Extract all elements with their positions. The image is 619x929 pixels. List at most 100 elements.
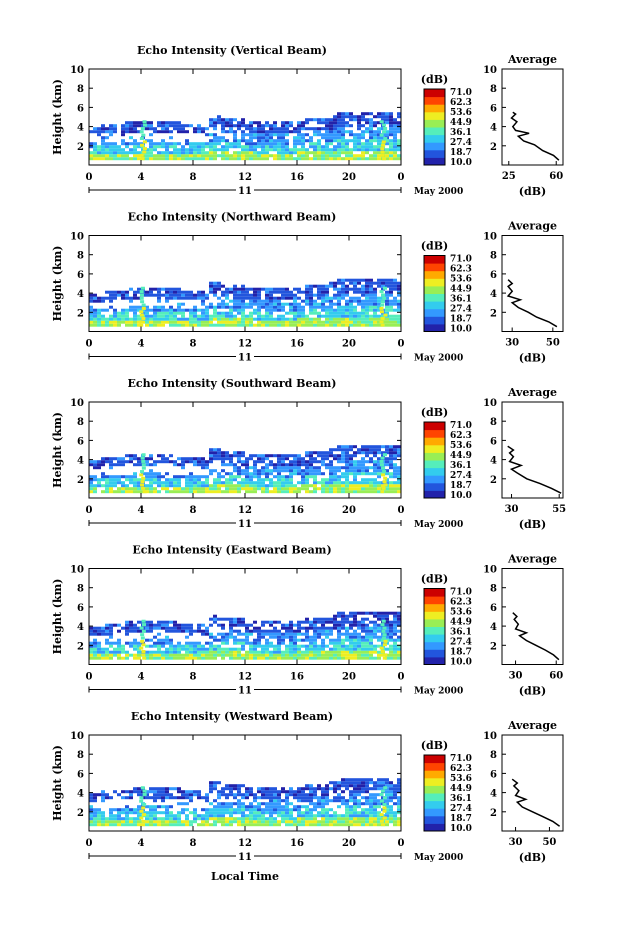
heatmap-cell	[233, 478, 237, 482]
heatmap-cell	[329, 808, 333, 812]
heatmap-cell	[349, 454, 353, 458]
heatmap-cell	[361, 790, 365, 794]
heatmap-cell	[385, 611, 389, 615]
heatmap-cell	[233, 638, 237, 642]
heatmap-cell	[193, 650, 197, 654]
heatmap-cell	[265, 151, 269, 155]
heatmap-cell	[309, 118, 313, 122]
heatmap-cell	[109, 811, 113, 815]
heatmap-cell	[129, 130, 133, 134]
heatmap-cell	[189, 317, 193, 321]
heatmap-cell	[281, 290, 285, 294]
heatmap-cell	[225, 320, 229, 324]
colorbar-swatch	[424, 611, 445, 620]
heatmap-cell	[321, 617, 325, 621]
heatmap-cell	[309, 817, 313, 821]
heatmap-cell	[333, 799, 337, 803]
heatmap-cell	[313, 451, 317, 455]
x-tick-label: 12	[238, 339, 252, 350]
heatmap-cell	[329, 814, 333, 818]
heatmap-cell	[313, 320, 317, 324]
heatmap-cell	[373, 311, 377, 315]
heatmap-cell	[373, 620, 377, 624]
heatmap-cell	[165, 635, 169, 639]
heatmap-cell	[153, 641, 157, 645]
heatmap-cell	[233, 139, 237, 143]
heatmap-cell	[341, 817, 345, 821]
heatmap-cell	[281, 641, 285, 645]
heatmap-cell	[145, 805, 149, 809]
heatmap-cell	[377, 323, 381, 327]
heatmap-cell	[353, 647, 357, 651]
heatmap-cell	[257, 308, 261, 312]
heatmap-cell	[345, 811, 349, 815]
heatmap-cell	[137, 811, 141, 815]
heatmap-cell	[185, 817, 189, 821]
heatmap-cell	[341, 305, 345, 309]
heatmap-cell	[129, 641, 133, 645]
heatmap-cell	[397, 823, 401, 827]
average-y-tick-label: 8	[490, 84, 497, 95]
heatmap-cell	[269, 823, 273, 827]
heatmap-cell	[353, 142, 357, 146]
heatmap-cell	[393, 490, 397, 494]
heatmap-cell	[369, 281, 373, 285]
heatmap-cell	[369, 448, 373, 452]
heatmap-cell	[109, 487, 113, 491]
heatmap-cell	[137, 130, 141, 134]
heatmap-cell	[93, 490, 97, 494]
heatmap-cell	[241, 323, 245, 327]
heatmap-cell	[229, 290, 233, 294]
heatmap-cell	[209, 644, 213, 648]
heatmap-cell	[397, 112, 401, 116]
heatmap-cell	[365, 118, 369, 122]
heatmap-cell	[253, 151, 257, 155]
heatmap-cell	[349, 487, 353, 491]
day-label: 11	[238, 353, 252, 364]
heatmap-cell	[345, 778, 349, 782]
heatmap-cell	[393, 281, 397, 285]
heatmap-cell	[317, 317, 321, 321]
heatmap-cell	[273, 287, 277, 291]
heatmap-cell	[225, 808, 229, 812]
heatmap-cell	[385, 626, 389, 630]
heatmap-cell	[173, 142, 177, 146]
heatmap-cell	[181, 629, 185, 633]
heatmap-cell	[383, 639, 388, 643]
heatmap-cell	[117, 641, 121, 645]
heatmap-cell	[221, 305, 225, 309]
heatmap-cell	[153, 311, 157, 315]
heatmap-cell	[385, 311, 389, 315]
heatmap-cell	[245, 463, 249, 467]
heatmap-cell	[305, 811, 309, 815]
heatmap-cell	[125, 641, 129, 645]
heatmap-cell	[181, 820, 185, 824]
heatmap-cell	[89, 320, 93, 324]
heatmap-cell	[249, 151, 253, 155]
heatmap-cell	[165, 290, 169, 294]
heatmap-cell	[357, 787, 361, 791]
heatmap-cell	[261, 644, 265, 648]
heatmap-cell	[345, 823, 349, 827]
heatmap-cell	[289, 490, 293, 494]
heatmap-cell	[333, 148, 337, 152]
heatmap-cell	[301, 124, 305, 128]
heatmap-cell	[185, 139, 189, 143]
heatmap-cell	[193, 653, 197, 657]
heatmap-cell	[125, 490, 129, 494]
heatmap-cell	[393, 638, 397, 642]
heatmap-cell	[397, 454, 401, 458]
heatmap-cell	[153, 817, 157, 821]
heatmap-cell	[109, 290, 113, 294]
heatmap-cell	[181, 157, 185, 161]
heatmap-cell	[297, 457, 301, 461]
heatmap-cell	[165, 293, 169, 297]
heatmap-cell	[265, 638, 269, 642]
heatmap-cell	[373, 115, 377, 119]
heatmap-cell	[217, 320, 221, 324]
heatmap-cell	[237, 151, 241, 155]
heatmap-cell	[105, 475, 109, 479]
heatmap-cell	[305, 287, 309, 291]
heatmap-cell	[337, 475, 341, 479]
heatmap-cell	[113, 127, 117, 131]
